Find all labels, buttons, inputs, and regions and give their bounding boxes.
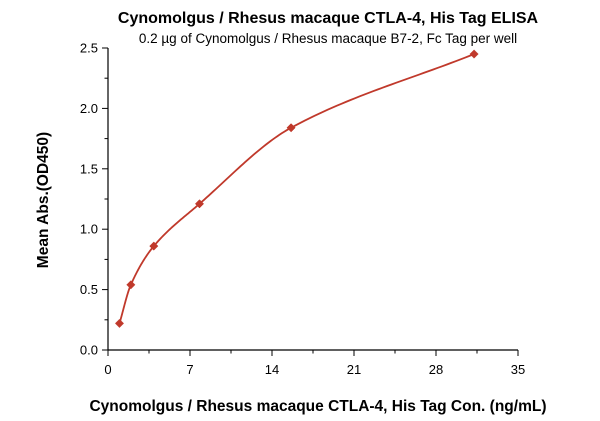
y-tick-label: 2.0 [80,101,98,116]
fit-curve [118,53,475,324]
y-tick-label: 2.5 [80,41,98,56]
data-points [114,49,479,328]
x-tick-label: 7 [186,362,193,377]
x-tick-label: 28 [429,362,443,377]
x-tick-label: 14 [265,362,279,377]
data-point [286,123,296,133]
ticks: 0 7 14 21 28 35 0.0 0.5 1.0 1.5 2.0 2.5 [80,41,525,378]
x-tick-label: 35 [511,362,525,377]
chart-subtitle: 0.2 µg of Cynomolgus / Rhesus macaque B7… [139,31,517,46]
y-axis-label: Mean Abs.(OD450) [35,132,52,268]
fit-curve-group [118,53,475,324]
x-tick-label: 0 [104,362,111,377]
y-tick-label: 1.5 [80,161,98,176]
data-point [126,280,136,290]
axes [107,48,518,351]
x-axis-label: Cynomolgus / Rhesus macaque CTLA-4, His … [89,398,546,415]
data-point [149,241,159,251]
chart-title: Cynomolgus / Rhesus macaque CTLA-4, His … [118,10,539,27]
data-point [194,199,205,209]
data-point [469,49,479,59]
x-tick-label: 21 [347,362,361,377]
y-tick-label: 0.5 [80,282,98,297]
data-point [114,318,125,328]
y-tick-label: 1.0 [80,222,98,237]
y-tick-label: 0.0 [80,343,98,358]
